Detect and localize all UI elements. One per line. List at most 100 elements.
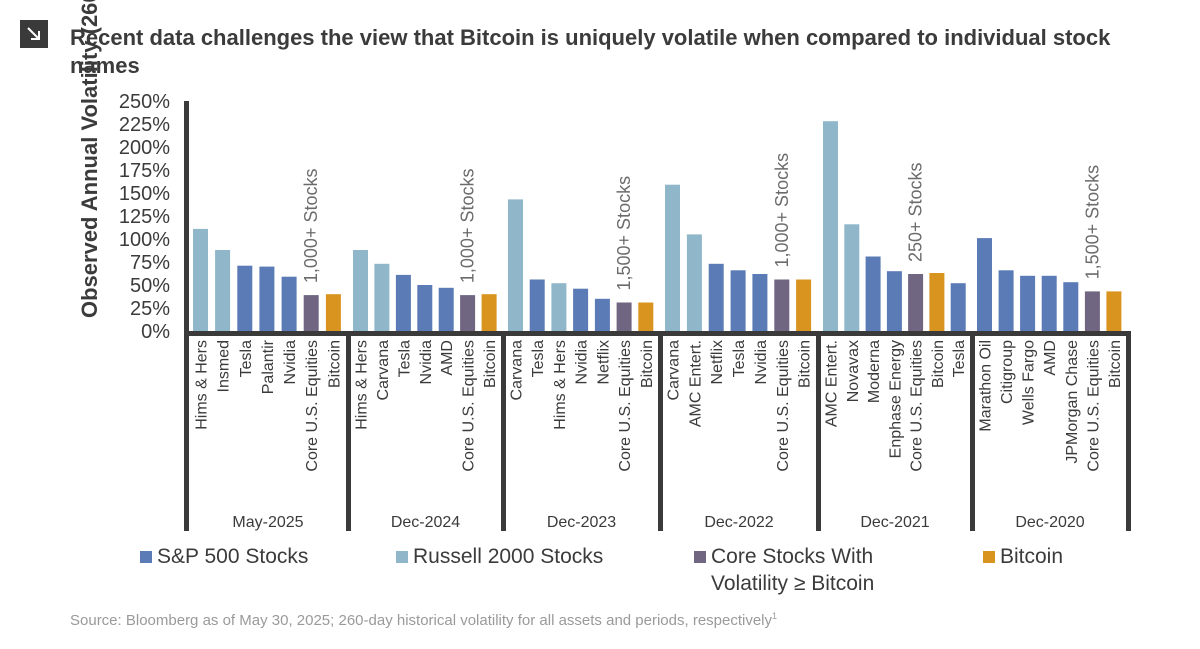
period-label: Dec-2022 [704, 514, 773, 531]
category-label: Core U.S. Equities [775, 340, 792, 472]
group-divider [1126, 331, 1131, 531]
group-divider [658, 331, 663, 531]
period-label: Dec-2021 [860, 514, 929, 531]
y-tick-label: 100% [119, 229, 170, 251]
period-label: May-2025 [232, 514, 303, 531]
category-label: Nvidia [282, 340, 299, 385]
bar-bitcoin [638, 302, 654, 331]
legend-item-russell: Russell 2000 Stocks [396, 543, 603, 570]
group-annotation: 1,500+ Stocks [1082, 165, 1102, 280]
category-label: Hims & Hers [354, 340, 371, 430]
category-label: AMD [1042, 340, 1059, 376]
category-label: Marathon Oil [978, 340, 995, 432]
legend-item-sp500: S&P 500 Stocks [140, 543, 308, 570]
category-label: Bitcoin [1107, 340, 1124, 388]
volatility-bar-chart: Observed Annual Volatility (260D) 0%25%50… [77, 0, 1131, 531]
category-label: JPMorgan Chase [1064, 340, 1081, 464]
bar-sp500 [573, 288, 589, 331]
bar-sp500 [752, 274, 768, 331]
period-label: Dec-2023 [547, 514, 616, 531]
bar-core [460, 295, 476, 331]
group-annotation: 1,000+ Stocks [772, 153, 792, 268]
period-label: Dec-2020 [1015, 514, 1084, 531]
category-label: Netflix [709, 340, 726, 384]
bar-sp500 [259, 266, 275, 331]
category-label: Bitcoin [797, 340, 814, 388]
x-axis-line [184, 331, 1130, 336]
bar-sp500 [865, 256, 881, 331]
y-tick-label: 250% [119, 91, 170, 113]
bar-russell [844, 224, 860, 331]
arrow-down-right-icon [20, 20, 48, 48]
group-divider [501, 331, 506, 531]
category-label: Core U.S. Equities [1085, 340, 1102, 472]
y-axis-line [184, 101, 189, 531]
source-text: Source: Bloomberg as of May 30, 2025; 26… [70, 612, 773, 629]
category-label: Carvana [509, 340, 526, 401]
y-axis-label: Observed Annual Volatility (260D) [77, 0, 102, 318]
bar-sp500 [281, 276, 297, 331]
category-label: Nvidia [418, 340, 435, 385]
category-label: Tesla [238, 340, 255, 377]
group-divider [970, 331, 975, 531]
category-label: Core U.S. Equities [909, 340, 926, 472]
y-tick-label: 225% [119, 114, 170, 136]
bar-sp500 [730, 270, 746, 331]
category-label: Nvidia [574, 340, 591, 385]
bar-sp500 [529, 279, 545, 331]
legend-label-core: Core Stocks With Volatility ≥ Bitcoin [711, 545, 875, 595]
chart-title: Recent data challenges the view that Bit… [70, 25, 1111, 78]
bar-bitcoin [1106, 291, 1122, 331]
category-label: Bitcoin [639, 340, 656, 388]
group-annotation: 250+ Stocks [906, 162, 926, 262]
footnote-marker: 1 [772, 611, 778, 621]
bar-sp500 [1041, 275, 1057, 331]
category-label: Tesla [731, 340, 748, 377]
bar-sp500 [950, 283, 966, 331]
bar-sp500 [417, 285, 433, 331]
bar-russell [353, 250, 368, 331]
group-divider [816, 331, 821, 531]
legend-item-core: Core Stocks With Volatility ≥ Bitcoin [694, 543, 924, 597]
category-label: Insmed [216, 340, 233, 392]
bar-sp500 [395, 274, 411, 331]
bar-bitcoin [325, 294, 341, 331]
bar-core [908, 274, 924, 331]
bar-sp500 [1063, 282, 1079, 331]
bar-sp500 [594, 298, 610, 331]
legend-item-bitcoin: Bitcoin [983, 543, 1063, 570]
bar-russell [193, 228, 208, 331]
bar-bitcoin [796, 279, 812, 331]
category-label: Bitcoin [482, 340, 499, 388]
legend-swatch-russell [396, 551, 408, 563]
bar-sp500 [977, 238, 992, 331]
y-tick-label: 75% [130, 252, 170, 274]
category-label: Bitcoin [326, 340, 343, 388]
category-label: Novavax [845, 340, 862, 402]
category-label: Citigroup [999, 340, 1016, 404]
bar-core [303, 295, 319, 331]
legend-swatch-sp500 [140, 551, 152, 563]
y-tick-label: 150% [119, 183, 170, 205]
category-label: Core U.S. Equities [461, 340, 478, 472]
bar-sp500 [886, 271, 902, 331]
bar-sp500 [438, 287, 454, 331]
bar-sp500 [1020, 275, 1036, 331]
legend-label-bitcoin: Bitcoin [1000, 545, 1064, 568]
category-label: Hims & Hers [552, 340, 569, 430]
bar-russell [665, 184, 680, 331]
category-label: Core U.S. Equities [304, 340, 321, 472]
bar-sp500 [708, 263, 724, 331]
bar-russell [686, 234, 702, 331]
bar-sp500 [237, 265, 253, 331]
category-label: Bitcoin [930, 340, 947, 388]
bar-russell [823, 121, 838, 331]
category-label: Tesla [396, 340, 413, 377]
bar-russell [215, 250, 231, 331]
category-label: Enphase Energy [887, 340, 904, 458]
legend-label-russell: Russell 2000 Stocks [413, 545, 604, 568]
legend-swatch-core [694, 551, 706, 563]
y-tick-label: 50% [130, 275, 170, 297]
category-label: Netflix [595, 340, 612, 384]
category-label: Carvana [375, 340, 392, 401]
